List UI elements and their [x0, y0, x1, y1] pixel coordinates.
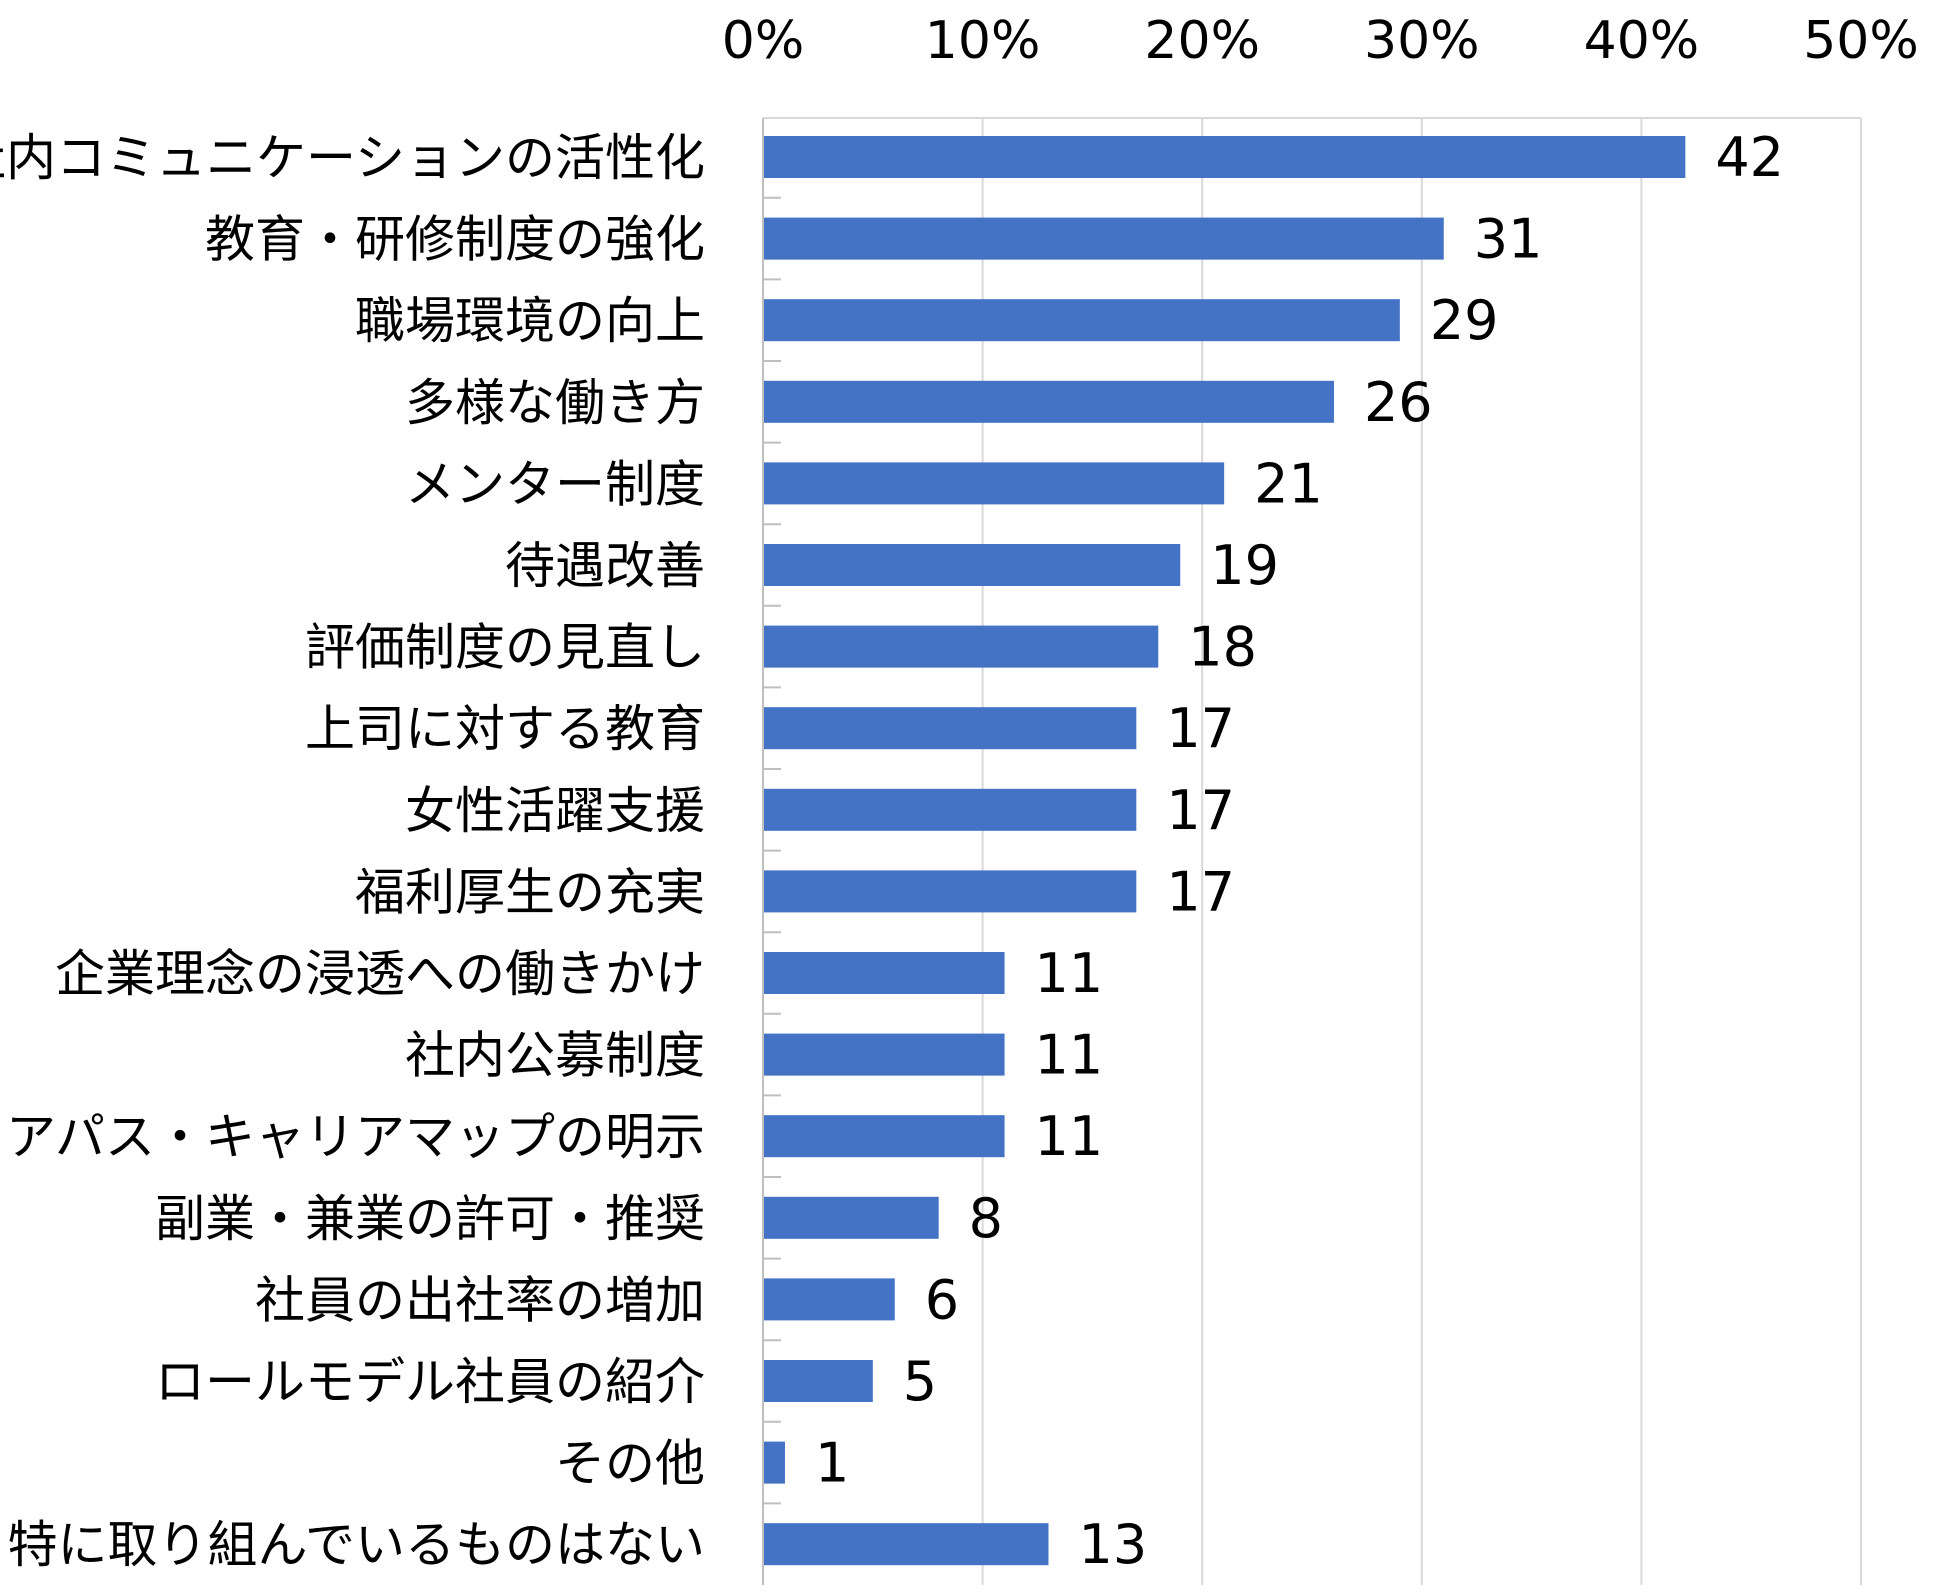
data-label: 42 — [1715, 126, 1784, 189]
category-label: 企業理念の浸透への働きかけ — [55, 945, 705, 1003]
category-label: 社内公募制度 — [405, 1027, 705, 1085]
category-label: 職場環境の向上 — [355, 292, 705, 350]
bar — [763, 1360, 873, 1402]
bar — [763, 1523, 1049, 1566]
category-label: キャリアパス・キャリアマップの明示 — [0, 1108, 705, 1166]
bar — [763, 707, 1137, 750]
data-label: 19 — [1210, 534, 1279, 597]
bar — [763, 1115, 1005, 1158]
data-label: 17 — [1166, 860, 1235, 923]
category-label: ロールモデル社員の紹介 — [155, 1353, 705, 1411]
category-label: 評価制度の見直し — [305, 619, 705, 677]
x-tick-label: 20% — [1144, 11, 1260, 71]
bar — [763, 544, 1181, 586]
bar — [763, 462, 1225, 505]
x-tick-label: 10% — [925, 11, 1041, 71]
bar — [763, 136, 1686, 178]
x-tick-label: 40% — [1584, 11, 1700, 71]
x-tick-label: 30% — [1364, 11, 1480, 71]
x-tick-label: 0% — [722, 11, 805, 71]
data-label: 29 — [1430, 289, 1499, 352]
data-label: 18 — [1188, 616, 1257, 679]
data-labels: 42 31 29 26 21 19 18 17 17 17 11 11 11 86 51 13 — [815, 126, 1784, 1576]
y-axis — [762, 118, 781, 1585]
category-labels: 社内コミュニケーションの活性化教育・研修制度の強化職場環境の向上多様な働き方メン… — [0, 129, 705, 1574]
x-tick-label: 50% — [1803, 11, 1919, 71]
bar — [763, 625, 1159, 668]
data-label: 6 — [925, 1268, 959, 1331]
bar — [763, 1196, 939, 1239]
data-label: 5 — [903, 1350, 937, 1413]
bar — [763, 217, 1444, 260]
data-label: 13 — [1078, 1513, 1147, 1576]
category-label: 待遇改善 — [505, 537, 705, 595]
category-label: メンター制度 — [405, 455, 705, 513]
category-label: 福利厚生の充実 — [355, 863, 705, 921]
category-label: 社員の出社率の増加 — [255, 1271, 705, 1329]
category-label: 多様な働き方 — [405, 374, 705, 432]
data-label: 11 — [1035, 1024, 1104, 1087]
bars — [763, 136, 1686, 1566]
bar — [763, 952, 1005, 994]
data-label: 11 — [1035, 942, 1104, 1005]
data-label: 1 — [815, 1432, 849, 1495]
bar — [763, 788, 1137, 831]
x-axis-tick-labels: 0% 10% 20% 30% 40% 50% — [722, 11, 1919, 71]
bar — [763, 1033, 1005, 1076]
data-label: 31 — [1474, 208, 1543, 271]
bar — [763, 380, 1334, 423]
data-label: 17 — [1166, 779, 1235, 842]
category-label: 上司に対する教育 — [305, 700, 705, 758]
category-label: 女性活躍支援 — [405, 782, 705, 840]
category-label: その他 — [555, 1435, 705, 1493]
category-label: 特に取り組んでいるものはない — [8, 1516, 706, 1574]
bar — [763, 1278, 895, 1321]
bar — [763, 1441, 785, 1484]
data-label: 17 — [1166, 697, 1235, 760]
data-label: 21 — [1254, 452, 1323, 515]
category-label: 副業・兼業の許可・推奨 — [155, 1190, 705, 1248]
data-label: 8 — [969, 1187, 1003, 1250]
category-label: 教育・研修制度の強化 — [205, 211, 705, 269]
bar — [763, 299, 1400, 342]
bar — [763, 870, 1137, 913]
data-label: 11 — [1035, 1105, 1104, 1168]
category-label: 社内コミュニケーションの活性化 — [0, 129, 705, 187]
gridlines — [763, 117, 1862, 1585]
data-label: 26 — [1364, 371, 1433, 434]
